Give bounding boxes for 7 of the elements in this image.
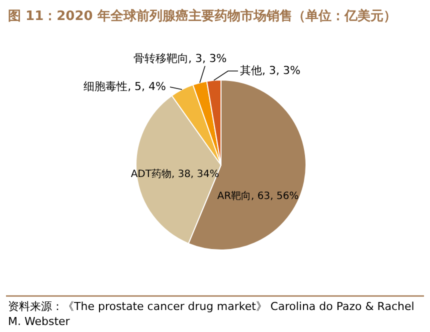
slice-label: 其他, 3, 3% [240,63,302,79]
text: 资料来源：《The prostate cancer drug market》 Carolina do Pazo & Rachel M. Webster [8,300,414,328]
slice-label: 细胞毒性, 5, 4% [82,79,166,95]
slice-label: ADT药物, 38, 34% [130,168,220,182]
chart-title: 图 11：2020 年全球前列腺癌主要药物市场销售（单位：亿美元） [8,8,396,24]
slice-label: AR靶向, 63, 56% [216,190,300,204]
slice-label: 骨转移靶向, 3, 3% [133,52,227,65]
